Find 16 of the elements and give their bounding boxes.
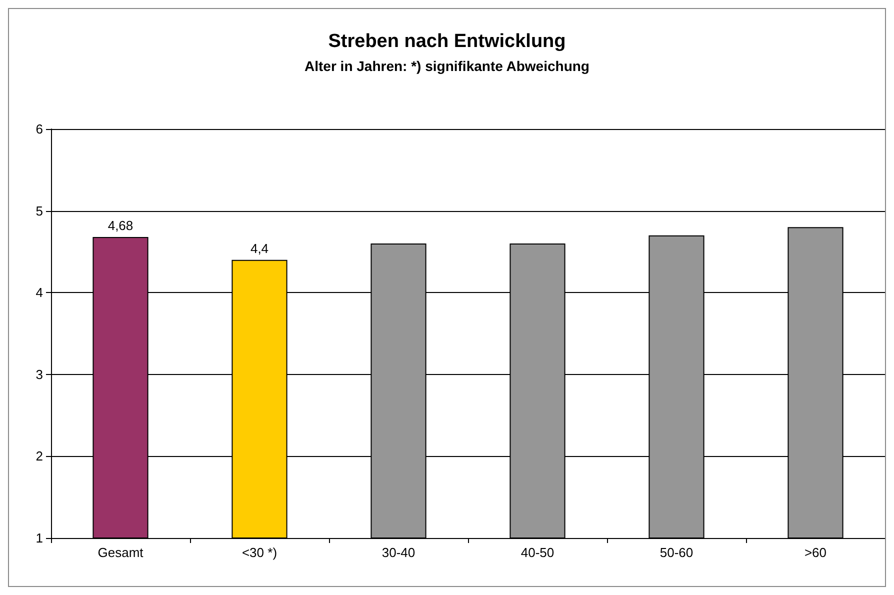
- data-label: 4,4: [250, 240, 269, 256]
- y-tick-label: 1: [36, 530, 43, 546]
- data-label: 4,68: [108, 218, 134, 233]
- x-tick-label: <30 *): [242, 545, 278, 560]
- y-tick-label: 6: [36, 122, 43, 136]
- x-tick-label: Gesamt: [98, 545, 144, 560]
- y-tick-label: 3: [36, 366, 43, 382]
- x-tick-label: 40-50: [520, 545, 554, 560]
- x-tick-label: >60: [804, 545, 827, 560]
- y-tick-label: 5: [36, 203, 43, 218]
- y-tick-label: 2: [36, 448, 43, 464]
- x-tick-label: 30-40: [382, 545, 416, 560]
- y-tick-label: 4: [36, 285, 43, 300]
- chart-subtitle: Alter in Jahren: *) signifikante Abweichung: [304, 58, 590, 74]
- chart-title: Streben nach Entwicklung: [328, 31, 566, 52]
- x-tick-label: 50-60: [660, 545, 694, 560]
